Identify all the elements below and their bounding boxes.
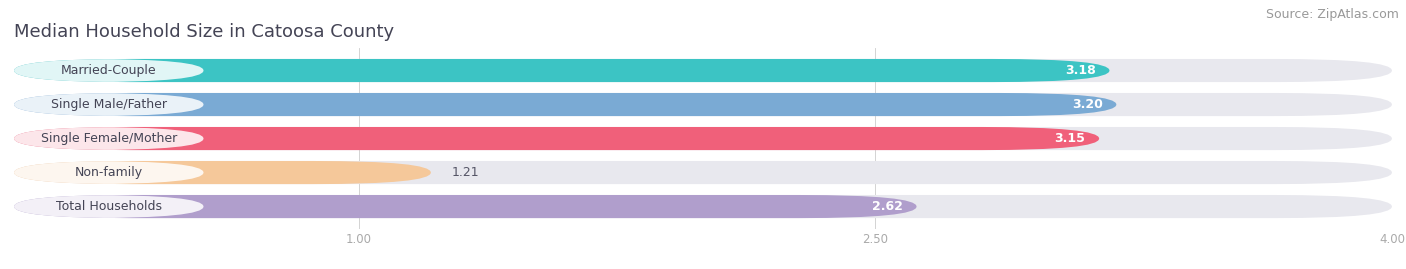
Text: Total Households: Total Households bbox=[56, 200, 162, 213]
Text: Median Household Size in Catoosa County: Median Household Size in Catoosa County bbox=[14, 23, 394, 41]
FancyBboxPatch shape bbox=[14, 195, 1392, 218]
FancyBboxPatch shape bbox=[14, 127, 1392, 150]
FancyBboxPatch shape bbox=[14, 127, 204, 150]
Text: 3.20: 3.20 bbox=[1071, 98, 1102, 111]
FancyBboxPatch shape bbox=[14, 93, 1116, 116]
FancyBboxPatch shape bbox=[14, 59, 204, 82]
FancyBboxPatch shape bbox=[14, 161, 204, 184]
Text: Married-Couple: Married-Couple bbox=[60, 64, 156, 77]
Text: Single Male/Father: Single Male/Father bbox=[51, 98, 167, 111]
FancyBboxPatch shape bbox=[14, 127, 1099, 150]
Text: Single Female/Mother: Single Female/Mother bbox=[41, 132, 177, 145]
FancyBboxPatch shape bbox=[14, 195, 917, 218]
FancyBboxPatch shape bbox=[14, 93, 1392, 116]
Text: 2.62: 2.62 bbox=[872, 200, 903, 213]
Text: 1.21: 1.21 bbox=[451, 166, 479, 179]
FancyBboxPatch shape bbox=[14, 195, 204, 218]
FancyBboxPatch shape bbox=[14, 59, 1109, 82]
Text: 3.18: 3.18 bbox=[1064, 64, 1095, 77]
Text: Source: ZipAtlas.com: Source: ZipAtlas.com bbox=[1265, 8, 1399, 21]
Text: Non-family: Non-family bbox=[75, 166, 143, 179]
FancyBboxPatch shape bbox=[14, 59, 1392, 82]
FancyBboxPatch shape bbox=[14, 161, 1392, 184]
FancyBboxPatch shape bbox=[14, 161, 430, 184]
FancyBboxPatch shape bbox=[14, 93, 204, 116]
Text: 3.15: 3.15 bbox=[1054, 132, 1085, 145]
